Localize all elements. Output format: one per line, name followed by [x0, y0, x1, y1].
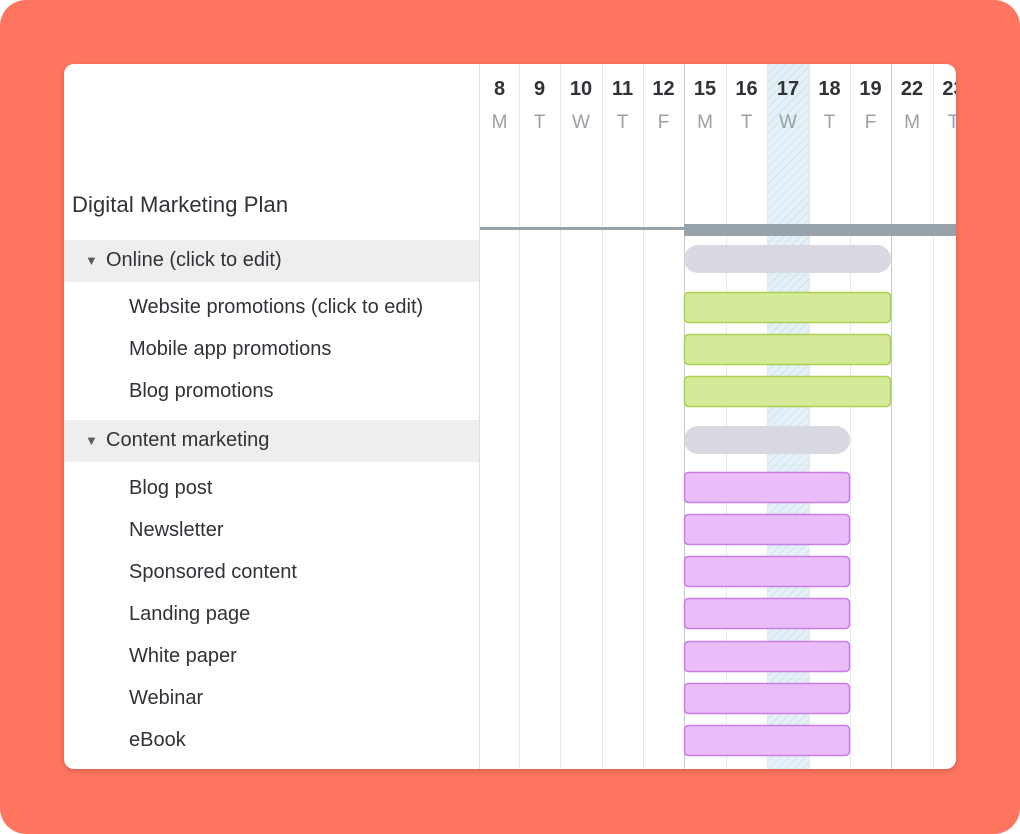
day-number: 12 [652, 78, 674, 100]
task-row[interactable]: eBook [129, 729, 186, 751]
task-bar[interactable] [683, 375, 892, 408]
task-bar[interactable] [683, 640, 851, 673]
day-letter: F [865, 112, 877, 133]
task-row[interactable]: White paper [129, 645, 237, 667]
day-number: 16 [735, 78, 757, 100]
group-summary-bar[interactable] [684, 245, 891, 273]
day-number: 19 [859, 78, 881, 100]
triangle-down-icon[interactable]: ▼ [85, 253, 98, 268]
task-bar[interactable] [683, 724, 851, 757]
day-number: 22 [901, 78, 923, 100]
day-number: 17 [777, 78, 799, 100]
day-number: 23 [942, 78, 956, 100]
day-number: 15 [694, 78, 716, 100]
task-bar[interactable] [683, 682, 851, 715]
group-row-online[interactable]: ▼ Online (click to edit) [64, 240, 479, 282]
task-bar[interactable] [683, 471, 851, 504]
task-row[interactable]: Mobile app promotions [129, 338, 332, 360]
task-bar[interactable] [683, 291, 892, 324]
day-number: 10 [570, 78, 592, 100]
task-row[interactable]: Sponsored content [129, 561, 297, 583]
task-bar[interactable] [683, 555, 851, 588]
timeline-panel[interactable]: 8 M 9 T 10 W 11 T 12 F 15 M 16 T 17 W 18 T 19 F 22 M 23 T [479, 64, 956, 769]
day-letter: F [658, 112, 670, 133]
day-letter: T [948, 112, 956, 133]
group-row-content-marketing[interactable]: ▼ Content marketing [64, 420, 479, 462]
task-row[interactable]: Landing page [129, 603, 251, 625]
day-letter: M [697, 112, 713, 133]
day-number: 18 [818, 78, 840, 100]
day-number: 8 [494, 78, 505, 100]
task-bar[interactable] [683, 597, 851, 630]
task-row[interactable]: Blog promotions [129, 380, 274, 402]
day-letter: T [741, 112, 753, 133]
task-list-panel: Digital Marketing Plan ▼ Online (click t… [64, 64, 479, 769]
task-row[interactable]: Website promotions (click to edit) [129, 296, 424, 318]
task-row[interactable]: Blog post [129, 477, 213, 499]
day-number: 9 [534, 78, 545, 100]
day-number: 11 [612, 78, 633, 100]
day-letter: T [824, 112, 836, 133]
task-row[interactable]: Webinar [129, 687, 204, 709]
group-label: Online (click to edit) [106, 249, 282, 271]
group-summary-bar[interactable] [684, 426, 850, 454]
task-bar[interactable] [683, 513, 851, 546]
day-letter: T [534, 112, 546, 133]
day-letter: M [904, 112, 920, 133]
project-summary-line [480, 227, 684, 230]
day-letter: W [779, 112, 797, 133]
timeline-grid: 8 M 9 T 10 W 11 T 12 F 15 M 16 T 17 W 18 T 19 F 22 M 23 T [480, 64, 956, 769]
day-letter: M [492, 112, 508, 133]
group-label: Content marketing [106, 429, 270, 451]
task-row[interactable]: Newsletter [129, 519, 224, 541]
day-letter: W [572, 112, 590, 133]
project-summary-bar[interactable] [684, 224, 956, 236]
task-bar[interactable] [683, 333, 892, 366]
gantt-card: Digital Marketing Plan ▼ Online (click t… [64, 64, 956, 769]
plan-title[interactable]: Digital Marketing Plan [72, 192, 289, 217]
triangle-down-icon[interactable]: ▼ [85, 433, 98, 448]
day-letter: T [617, 112, 629, 133]
